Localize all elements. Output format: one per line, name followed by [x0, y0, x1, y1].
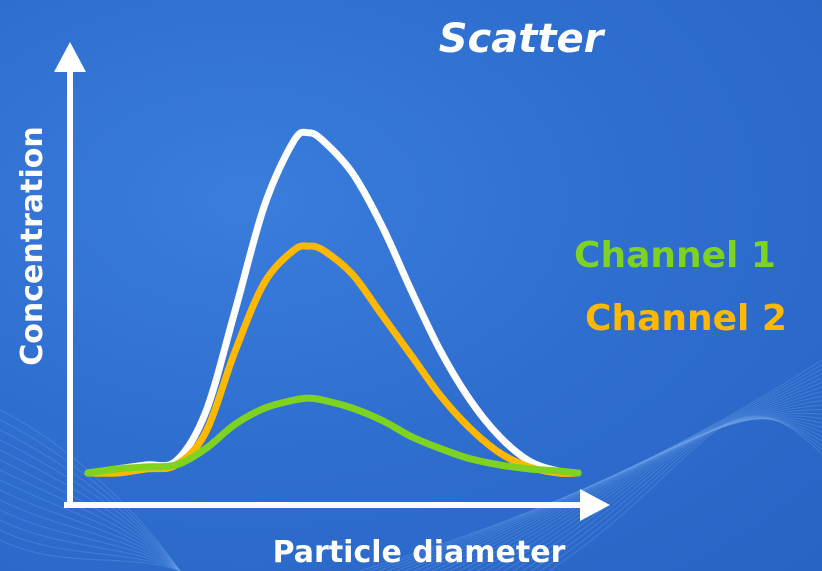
decorative-wave-line	[377, 368, 822, 571]
decorative-wave-line	[449, 404, 822, 571]
decorative-wave-line	[530, 417, 822, 571]
decorative-wave-line	[485, 417, 822, 571]
decorative-wave-line	[0, 439, 181, 571]
decorative-wave-line	[467, 412, 822, 571]
decorative-wave-line	[395, 377, 822, 571]
x-axis-arrow	[580, 489, 610, 521]
legend-entry-channel-1: Channel 1	[574, 235, 776, 276]
decorative-wave-line	[458, 409, 822, 571]
decorative-wave-line	[0, 529, 181, 571]
axes	[54, 42, 610, 521]
decorative-wave-line	[0, 479, 181, 571]
legend-entry-channel-2: Channel 2	[585, 298, 787, 339]
decorative-wave-line	[0, 459, 181, 571]
decorative-wave-line	[476, 415, 822, 571]
x-axis-label: Particle diameter	[273, 535, 566, 570]
chart-title: Scatter	[439, 16, 606, 62]
decorative-wave-line	[0, 539, 181, 571]
decorative-wave-line	[0, 449, 181, 571]
decorative-wave-line	[521, 417, 822, 571]
decorative-wave-line	[431, 395, 822, 571]
series-line-white	[84, 128, 582, 477]
decorative-wave-line	[0, 429, 181, 571]
y-axis-arrow	[54, 42, 86, 72]
decorative-wave-line	[0, 489, 181, 571]
decorative-wave-line	[503, 418, 822, 571]
series-layer	[84, 128, 582, 477]
decorative-wave-line	[0, 499, 181, 571]
decorative-wave-line	[386, 373, 822, 571]
decorative-wave-line	[440, 400, 822, 571]
decorative-wave-line	[359, 359, 822, 571]
series-line-channel-1	[84, 394, 582, 477]
decorative-wave-line	[0, 419, 181, 571]
decorative-wave-line	[0, 519, 181, 571]
decorative-wave-line	[494, 418, 822, 571]
y-axis-label: Concentration	[15, 126, 50, 365]
decorative-wave-line	[548, 415, 822, 571]
decorative-waves	[0, 359, 822, 571]
decorative-wave-line	[0, 509, 181, 571]
decorative-wave-line	[368, 364, 822, 571]
decorative-wave-line	[404, 382, 822, 571]
decorative-wave-line	[0, 469, 181, 571]
legend: Channel 1 Channel 2	[574, 235, 787, 339]
decorative-wave-line	[539, 416, 822, 571]
decorative-wave-line	[422, 391, 822, 571]
decorative-wave-line	[413, 386, 822, 571]
decorative-wave-line	[512, 418, 822, 571]
